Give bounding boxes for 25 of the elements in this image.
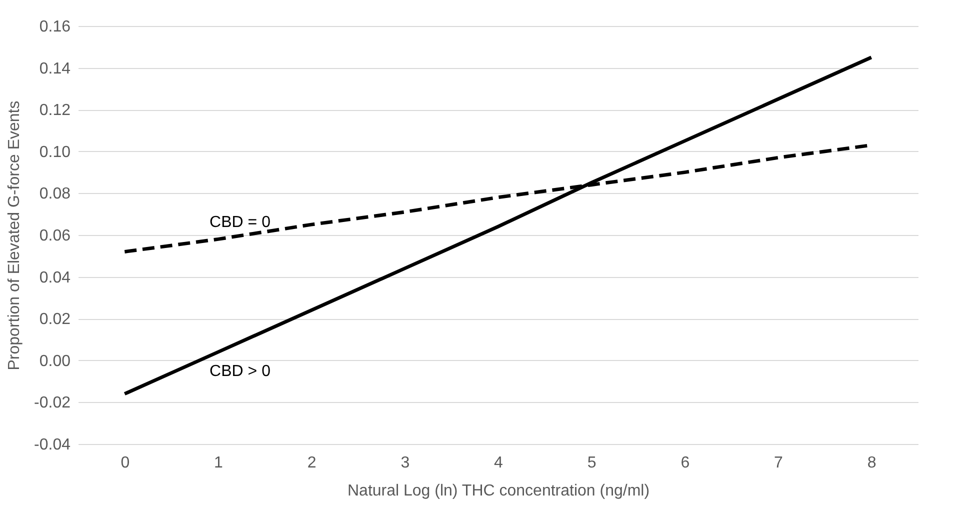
x-tick-label: 4	[494, 454, 504, 472]
x-axis-title: Natural Log (ln) THC concentration (ng/ml)	[347, 482, 650, 500]
x-tick-label: 0	[120, 454, 130, 472]
x-tick-label: 5	[587, 454, 596, 472]
y-tick-label: 0.14	[39, 60, 71, 78]
y-tick-label: -0.04	[34, 436, 71, 454]
y-tick-label: 0.04	[39, 269, 71, 286]
x-tick-label: 8	[867, 454, 876, 472]
y-axis-title: Proportion of Elevated G-force Events	[6, 100, 24, 370]
y-tick-label: 0.08	[39, 186, 71, 203]
y-tick-label: 0.12	[39, 102, 71, 120]
x-tick-label: 1	[214, 454, 224, 472]
x-tick-label: 6	[680, 454, 690, 472]
series-label: CBD > 0	[210, 363, 271, 380]
y-tick-label: 0.10	[39, 144, 71, 161]
series-label: CBD = 0	[210, 214, 271, 232]
y-tick-label: 0.02	[39, 311, 71, 328]
y-tick-label: 0.00	[39, 352, 71, 370]
x-tick-label: 3	[400, 454, 410, 472]
y-tick-label: 0.06	[39, 228, 71, 244]
line-series	[122, 56, 874, 396]
x-tick-label: 7	[774, 454, 784, 472]
y-tick-label: -0.02	[34, 394, 71, 412]
x-tick-label: 2	[307, 454, 316, 472]
y-tick-label: 0.16	[39, 18, 71, 36]
